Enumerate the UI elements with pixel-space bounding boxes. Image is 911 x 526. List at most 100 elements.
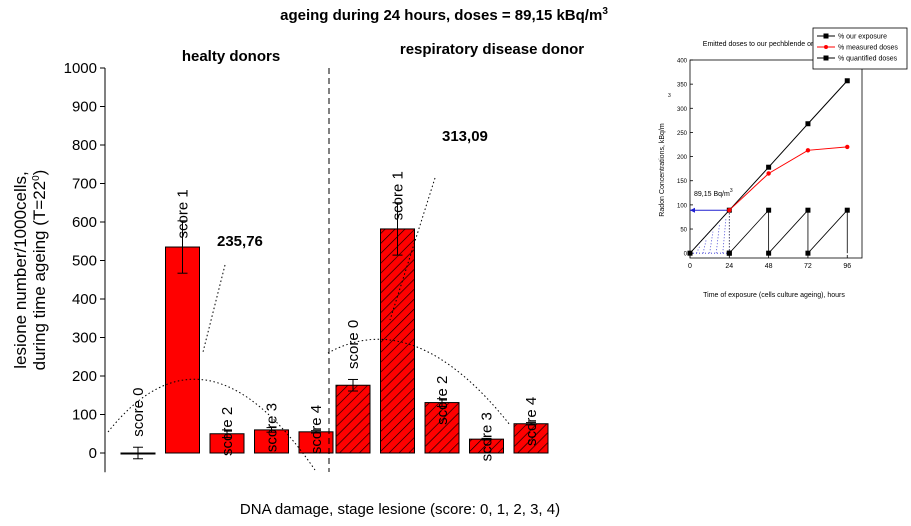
inset-x-tick-label: 48 [765, 263, 773, 270]
trend-curve-healthy [107, 378, 316, 471]
inset-y-tick-label: 250 [677, 131, 688, 137]
inset-y-tick-label: 0 [684, 252, 688, 258]
inset-plot-frame [689, 59, 863, 259]
chart-title-main: ageing during 24 hours, doses = 89,15 kB… [280, 7, 602, 24]
y-axis-title-line2: during time ageing (T=220) [30, 170, 49, 371]
inset-point [766, 207, 772, 213]
inset-x-tick-label: 72 [804, 263, 812, 270]
group-label-healthy: healty donors [182, 48, 280, 65]
inset-sawtooth-ramp [768, 209, 809, 254]
bar [380, 228, 415, 454]
inset-y-axis-title-sup: 3 [668, 93, 671, 99]
y-tick-label: 200 [72, 368, 97, 385]
inset-point [805, 250, 811, 256]
y-axis-title: lesione number/1000cells, during time ag… [11, 170, 49, 371]
annotation-value: 235,76 [217, 233, 263, 250]
bar-category-label: score 2 [219, 407, 236, 456]
inset-legend-label: % measured doses [838, 45, 898, 52]
inset-sawtooth-ramp [729, 209, 769, 254]
chart-title-sup: 3 [602, 6, 608, 17]
y-tick-label: 900 [72, 99, 97, 116]
inset-point [844, 207, 850, 213]
inset-point [727, 207, 732, 213]
y-tick-label: 500 [72, 253, 97, 270]
inset-hatch-line [715, 224, 720, 254]
inset-legend-marker [824, 45, 828, 49]
inset-point [766, 250, 772, 256]
inset-point [845, 144, 850, 150]
inset-point [766, 171, 771, 176]
inset-hatch-line [702, 238, 707, 254]
svg-text:Radon Concentrations, kBq/m: Radon Concentrations, kBq/m [659, 123, 666, 217]
group-label-respiratory: respiratory disease donor [400, 41, 584, 58]
inset-y-tick-label: 150 [677, 179, 688, 185]
y-tick-label: 600 [72, 214, 97, 231]
y-tick-label: 100 [72, 407, 97, 424]
inset-y-tick-label: 200 [677, 155, 688, 161]
inset-hatch-line [709, 231, 714, 254]
bar-category-label: score 1 [175, 189, 192, 238]
inset-series [687, 78, 850, 258]
inset-annotation: 89,15 Bq/m3 [694, 188, 733, 198]
inset-x-axis-title: Time of exposure (cells culture ageing),… [703, 292, 845, 299]
inset-title: Emitted doses to our pechblende ore [703, 41, 818, 48]
bar-series: score 0 score 1 score 2 score 3 score 4 score… [120, 171, 549, 461]
inset-y-tick-label: 300 [677, 107, 688, 113]
inset-hatch-line [696, 245, 701, 254]
inset-legend-label: % quantified doses [838, 56, 898, 63]
y-axis-title-line2-main: during time ageing (T=22 [30, 181, 49, 370]
inset-y-tick-label: 400 [677, 59, 688, 65]
chart-title: ageing during 24 hours, doses = 89,15 kB… [280, 6, 608, 24]
inset-sawtooth-ramp [807, 209, 848, 254]
annotation-value: 313,09 [442, 128, 488, 145]
y-tick-label: 300 [72, 330, 97, 347]
bar [424, 402, 460, 454]
y-tick-label: 400 [72, 291, 97, 308]
bar-category-label: score 0 [130, 388, 147, 437]
inset-x-tick-label: 0 [688, 263, 692, 270]
inset-y-axis-title: Radon Concentrations, kBq/m 3 [659, 93, 671, 217]
inset-point [805, 207, 811, 213]
inset-legend-box [812, 27, 908, 70]
annotation-pointer [202, 264, 226, 353]
inset-x-tick-label: 24 [725, 263, 733, 270]
inset-axes: 0 24 48 72 96 0 50 100 150 200 250 300 350 400 [677, 59, 863, 270]
inset-y-tick-label: 100 [677, 203, 688, 209]
bar-category-label: score 4 [523, 397, 540, 446]
inset-arrow-head [690, 207, 695, 213]
y-axis: 0 100 200 300 400 500 600 700 800 900 1000 [64, 60, 106, 473]
inset-x-tick-label: 96 [843, 263, 851, 270]
y-axis-title-sup: 0 [31, 175, 42, 181]
inset-annotation-sup: 3 [730, 188, 733, 194]
y-axis-title-close: ) [30, 170, 49, 176]
inset-hatch-line [722, 217, 727, 254]
inset-legend-marker [823, 55, 829, 61]
bar-category-label: score 3 [264, 403, 281, 452]
bar-category-label: score 2 [434, 376, 451, 425]
bar-category-label: score 3 [479, 412, 496, 461]
y-tick-label: 1000 [64, 60, 97, 77]
bar [335, 384, 371, 454]
annotation-pointer [389, 177, 436, 321]
y-tick-label: 0 [89, 445, 97, 462]
trend-curve-respiratory [327, 338, 511, 426]
bar-category-label: score 0 [345, 320, 362, 369]
y-tick-label: 700 [72, 176, 97, 193]
inset-point [766, 164, 772, 170]
inset-legend-marker [823, 33, 829, 39]
inset-annotation-main: 89,15 Bq/m [694, 191, 730, 198]
bar [513, 423, 549, 454]
bar-category-label: score 1 [390, 171, 407, 220]
inset-point [687, 250, 693, 256]
inset-point [805, 148, 811, 153]
bar [165, 246, 200, 454]
y-axis-title-line1: lesione number/1000cells, [11, 171, 30, 369]
inset-legend-label: % our exposure [838, 34, 887, 41]
inset-point [844, 78, 850, 84]
x-axis-title: DNA damage, stage lesione (score: 0, 1, … [240, 501, 560, 518]
inset-point [805, 121, 811, 127]
bar-category-label: score 4 [308, 405, 325, 454]
